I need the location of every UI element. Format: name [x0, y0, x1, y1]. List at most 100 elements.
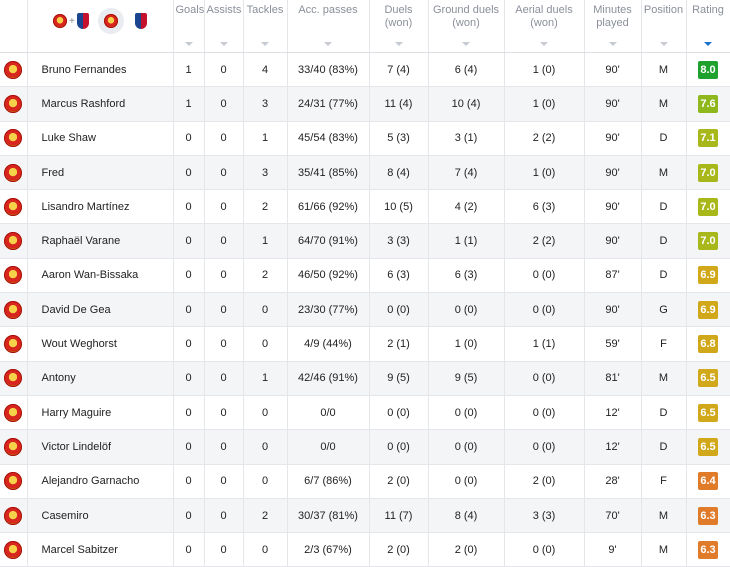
column-header-aerial-duels[interactable]: Aerial duels (won) — [504, 0, 585, 53]
tackles-cell: 0 — [243, 429, 288, 465]
column-header-minutes[interactable]: Minutes played — [584, 0, 642, 53]
rating-badge: 6.9 — [698, 300, 718, 319]
table-row[interactable]: Luke Shaw 0 0 1 45/54 (83%) 5 (3) 3 (1) … — [0, 121, 730, 156]
man-utd-crest-icon — [4, 163, 23, 182]
both-teams-filter-button[interactable]: + — [53, 13, 92, 29]
rating-badge: 6.8 — [698, 335, 718, 354]
ground-duels-cell: 0 (0) — [428, 464, 505, 499]
table-row[interactable]: David De Gea 0 0 0 23/30 (77%) 0 (0) 0 (… — [0, 292, 730, 328]
player-name[interactable]: Luke Shaw — [27, 121, 174, 156]
assists-cell: 0 — [204, 361, 244, 396]
player-name[interactable]: Harry Maguire — [27, 395, 174, 431]
table-row[interactable]: Alejandro Garnacho 0 0 0 6/7 (86%) 2 (0)… — [0, 464, 730, 499]
column-header-goals[interactable]: Goals — [173, 0, 205, 53]
player-name[interactable]: Alejandro Garnacho — [27, 464, 174, 499]
table-row[interactable]: Harry Maguire 0 0 0 0/0 0 (0) 0 (0) 0 (0… — [0, 395, 730, 431]
duels-cell: 8 (4) — [369, 155, 429, 191]
minutes-cell: 90' — [584, 86, 642, 122]
position-cell: M — [641, 498, 687, 534]
assists-cell: 0 — [204, 52, 244, 88]
passes-cell: 42/46 (91%) — [287, 361, 370, 396]
column-header-tackles[interactable]: Tackles — [243, 0, 288, 53]
rating-cell: 7.0 — [686, 223, 730, 259]
table-row[interactable]: Lisandro Martínez 0 0 2 61/66 (92%) 10 (… — [0, 189, 730, 225]
table-row[interactable]: Casemiro 0 0 2 30/37 (81%) 11 (7) 8 (4) … — [0, 498, 730, 534]
duels-cell: 2 (0) — [369, 532, 429, 567]
duels-cell: 6 (3) — [369, 258, 429, 294]
rating-cell: 6.5 — [686, 429, 730, 465]
table-row[interactable]: Victor Lindelöf 0 0 0 0/0 0 (0) 0 (0) 0 … — [0, 429, 730, 465]
passes-cell: 64/70 (91%) — [287, 223, 370, 259]
rating-cell: 6.3 — [686, 532, 730, 567]
goals-cell: 1 — [173, 86, 205, 122]
passes-cell: 30/37 (81%) — [287, 498, 370, 534]
player-name[interactable]: Lisandro Martínez — [27, 189, 174, 225]
team-logo-cell — [0, 189, 28, 225]
man-utd-filter-button[interactable] — [97, 8, 124, 34]
rating-badge: 6.5 — [698, 437, 718, 456]
ground-duels-cell: 0 (0) — [428, 395, 505, 431]
duels-cell: 3 (3) — [369, 223, 429, 259]
column-header-rating[interactable]: Rating — [686, 0, 730, 53]
team-logo-cell — [0, 429, 28, 465]
player-name[interactable]: Antony — [27, 361, 174, 396]
assists-cell: 0 — [204, 223, 244, 259]
table-row[interactable]: Aaron Wan-Bissaka 0 0 2 46/50 (92%) 6 (3… — [0, 258, 730, 294]
assists-cell: 0 — [204, 429, 244, 465]
minutes-cell: 59' — [584, 326, 642, 362]
duels-cell: 7 (4) — [369, 52, 429, 88]
player-name[interactable]: Wout Weghorst — [27, 326, 174, 362]
table-row[interactable]: Wout Weghorst 0 0 0 4/9 (44%) 2 (1) 1 (0… — [0, 326, 730, 362]
table-row[interactable]: Marcus Rashford 1 0 3 24/31 (77%) 11 (4)… — [0, 86, 730, 122]
player-name[interactable]: Marcus Rashford — [27, 86, 174, 122]
man-utd-crest-icon — [4, 369, 23, 388]
rating-cell: 6.9 — [686, 292, 730, 328]
rating-cell: 7.6 — [686, 86, 730, 122]
ground-duels-cell: 7 (4) — [428, 155, 505, 191]
column-header-duels[interactable]: Duels (won) — [369, 0, 429, 53]
minutes-cell: 9' — [584, 532, 642, 567]
ground-duels-cell: 9 (5) — [428, 361, 505, 396]
man-utd-crest-icon — [4, 540, 23, 559]
player-name[interactable]: Bruno Fernandes — [27, 52, 174, 88]
rating-badge: 6.3 — [698, 506, 718, 525]
table-row[interactable]: Bruno Fernandes 1 0 4 33/40 (83%) 7 (4) … — [0, 52, 730, 88]
table-row[interactable]: Marcel Sabitzer 0 0 0 2/3 (67%) 2 (0) 2 … — [0, 532, 730, 567]
man-utd-crest-icon — [4, 506, 23, 525]
assists-cell: 0 — [204, 189, 244, 225]
column-header-passes[interactable]: Acc. passes — [287, 0, 370, 53]
minutes-cell: 70' — [584, 498, 642, 534]
column-header-assists[interactable]: Assists — [204, 0, 244, 53]
minutes-cell: 90' — [584, 121, 642, 156]
position-cell: D — [641, 429, 687, 465]
ground-duels-cell: 4 (2) — [428, 189, 505, 225]
passes-cell: 45/54 (83%) — [287, 121, 370, 156]
player-name[interactable]: Casemiro — [27, 498, 174, 534]
table-row[interactable]: Raphaël Varane 0 0 1 64/70 (91%) 3 (3) 1… — [0, 223, 730, 259]
rating-cell: 6.5 — [686, 395, 730, 431]
crystal-palace-filter-button[interactable] — [134, 13, 147, 29]
player-name[interactable]: David De Gea — [27, 292, 174, 328]
column-header-position[interactable]: Position — [641, 0, 687, 53]
table-row[interactable]: Fred 0 0 3 35/41 (85%) 8 (4) 7 (4) 1 (0)… — [0, 155, 730, 191]
ground-duels-cell: 3 (1) — [428, 121, 505, 156]
aerial-duels-cell: 3 (3) — [504, 498, 585, 534]
team-logo-cell — [0, 395, 28, 431]
column-header-ground-duels[interactable]: Ground duels (won) — [428, 0, 505, 53]
player-name[interactable]: Raphaël Varane — [27, 223, 174, 259]
player-name[interactable]: Marcel Sabitzer — [27, 532, 174, 567]
rating-badge: 7.0 — [698, 163, 718, 182]
position-cell: D — [641, 121, 687, 156]
position-cell: F — [641, 464, 687, 499]
aerial-duels-cell: 0 (0) — [504, 292, 585, 328]
duels-cell: 9 (5) — [369, 361, 429, 396]
rating-badge: 7.1 — [698, 129, 718, 148]
table-row[interactable]: Antony 0 0 1 42/46 (91%) 9 (5) 9 (5) 0 (… — [0, 361, 730, 396]
minutes-cell: 90' — [584, 189, 642, 225]
duels-cell: 0 (0) — [369, 429, 429, 465]
player-name[interactable]: Fred — [27, 155, 174, 191]
sort-arrow-icon — [540, 42, 548, 46]
sort-arrow-icon — [261, 42, 269, 46]
player-name[interactable]: Aaron Wan-Bissaka — [27, 258, 174, 294]
player-name[interactable]: Victor Lindelöf — [27, 429, 174, 465]
